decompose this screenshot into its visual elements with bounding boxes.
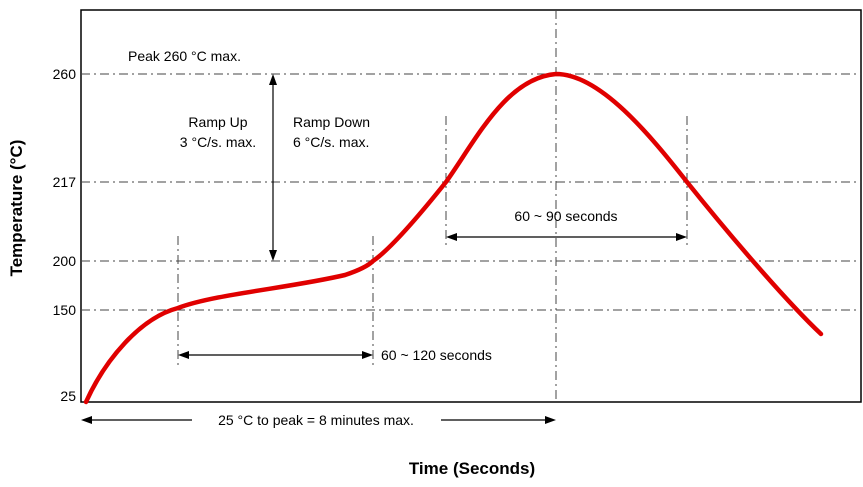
annotation-60-90-seconds: 60 ~ 90 seconds <box>514 208 617 224</box>
x-axis-title: Time (Seconds) <box>409 459 535 478</box>
total-arrow-head-right <box>545 416 556 424</box>
annotation-ramp-up-1: Ramp Up <box>188 114 247 130</box>
annotation-ramp-up-2: 3 °C/s. max. <box>180 134 256 150</box>
y-tick-label-200: 200 <box>53 253 77 269</box>
y-tick-label-217: 217 <box>53 174 77 190</box>
annotation-total-time: 25 °C to peak = 8 minutes max. <box>218 412 414 428</box>
annotation-ramp-down-2: 6 °C/s. max. <box>293 134 369 150</box>
ramp-arrow-head-bottom <box>269 250 277 261</box>
range-arrow-soak-head-right <box>362 351 373 359</box>
y-tick-label-25: 25 <box>60 388 76 404</box>
range-arrow-217-head-left <box>446 233 457 241</box>
annotation-60-120-seconds: 60 ~ 120 seconds <box>381 347 492 363</box>
range-arrow-217-head-right <box>676 233 687 241</box>
total-arrow-head-left <box>81 416 92 424</box>
y-axis-title: Temperature (°C) <box>7 140 26 277</box>
ramp-arrow-head-top <box>269 74 277 85</box>
y-tick-label-260: 260 <box>53 66 77 82</box>
y-tick-label-150: 150 <box>53 302 77 318</box>
annotation-peak: Peak 260 °C max. <box>128 48 241 64</box>
annotation-ramp-down-1: Ramp Down <box>293 114 370 130</box>
plot-frame <box>80 9 862 403</box>
reflow-profile-curve <box>83 71 824 405</box>
range-arrow-soak-head-left <box>178 351 189 359</box>
